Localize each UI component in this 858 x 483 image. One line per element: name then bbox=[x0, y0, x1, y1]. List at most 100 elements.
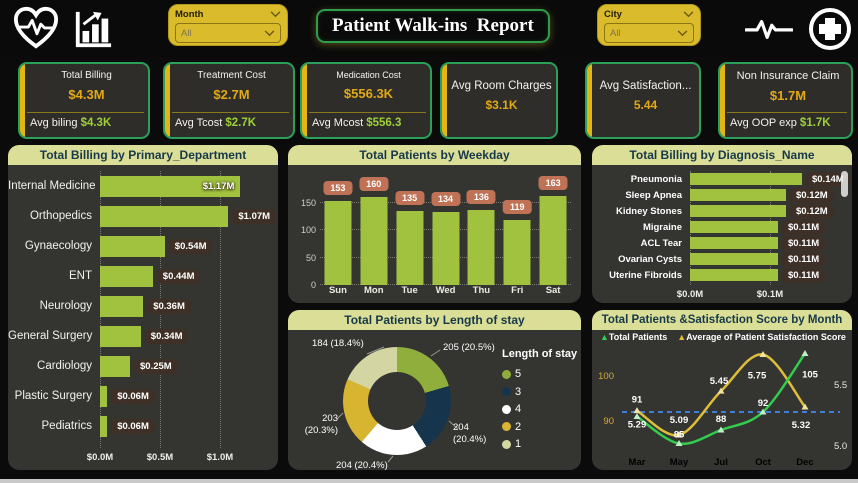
data-label: $1.17M bbox=[202, 180, 235, 192]
data-point[interactable] bbox=[801, 403, 809, 410]
month-filter-select[interactable]: All bbox=[175, 23, 281, 43]
data-point[interactable] bbox=[633, 407, 641, 414]
month-filter-value: All bbox=[181, 27, 192, 39]
legend-item[interactable]: ▲Average of Patient Satisfaction Score bbox=[677, 332, 846, 342]
bar[interactable] bbox=[539, 195, 567, 285]
data-label: 163 bbox=[538, 175, 568, 190]
legend-item[interactable]: 5 bbox=[502, 368, 521, 380]
data-label: $0.11M bbox=[782, 219, 826, 235]
card-accent-stripe bbox=[165, 64, 170, 137]
chevron-down-icon bbox=[677, 29, 688, 36]
bar[interactable] bbox=[100, 265, 153, 287]
data-point[interactable] bbox=[675, 431, 683, 438]
bar[interactable] bbox=[100, 235, 165, 257]
axis-tick: $0.1M bbox=[756, 289, 784, 300]
bar[interactable] bbox=[360, 197, 388, 285]
bar[interactable] bbox=[100, 205, 229, 227]
bar[interactable] bbox=[100, 385, 108, 407]
kpi-title: Total Billing bbox=[61, 70, 112, 81]
city-filter-header[interactable]: City bbox=[604, 7, 694, 21]
data-point[interactable] bbox=[717, 426, 725, 433]
bar[interactable] bbox=[690, 221, 778, 233]
category-label: Ovarian Cysts bbox=[618, 253, 682, 265]
data-point[interactable] bbox=[801, 350, 809, 356]
page-title: Patient Walk-ins Report bbox=[316, 9, 550, 43]
data-label: $0.14M bbox=[805, 171, 850, 187]
bar-slot: 163 bbox=[535, 175, 571, 285]
month-filter-header[interactable]: Month bbox=[175, 7, 281, 21]
data-label: $0.44M bbox=[156, 268, 201, 284]
bar-chart-icon bbox=[75, 11, 112, 48]
medical-plus-icon bbox=[809, 8, 851, 50]
bar[interactable] bbox=[690, 189, 786, 201]
axis-tick: $0.5M bbox=[146, 452, 174, 463]
bar[interactable] bbox=[324, 201, 352, 285]
data-label: 5.09 bbox=[670, 415, 689, 426]
kpi-subline: Avg Tcost $2.7K bbox=[175, 117, 257, 129]
kpi-value: $2.7M bbox=[213, 87, 250, 102]
bar[interactable] bbox=[690, 173, 802, 185]
scrollbar-thumb[interactable] bbox=[841, 171, 848, 197]
kpi-card-avg-satisfaction: Avg Satisfaction... 5.44 bbox=[585, 62, 701, 139]
legend-label: 5 bbox=[515, 368, 522, 380]
bar-row: Cardiology $0.25M bbox=[8, 351, 268, 381]
bar[interactable]: $1.17M bbox=[100, 175, 241, 197]
bar-row: Neurology $0.36M bbox=[8, 291, 268, 321]
data-label: $0.25M bbox=[134, 358, 178, 374]
data-label: 85 bbox=[674, 430, 685, 441]
card-accent-stripe bbox=[720, 64, 725, 137]
chart-legend: ▲Total Patients ▲Average of Patient Satis… bbox=[600, 332, 846, 342]
kpi-card-medication-cost: Medication Cost $556.3K Avg Mcost $556.3 bbox=[300, 62, 432, 139]
kpi-value: $3.1K bbox=[485, 98, 518, 112]
axis-tick: Wed bbox=[435, 285, 456, 296]
legend-item[interactable]: 1 bbox=[502, 438, 521, 450]
axis-tick: May bbox=[670, 457, 689, 468]
kpi-value: $556.3K bbox=[343, 86, 394, 101]
bar[interactable] bbox=[690, 253, 778, 265]
chevron-down-icon bbox=[264, 29, 275, 36]
data-point[interactable] bbox=[717, 387, 725, 394]
bar-row: Migraine $0.11M bbox=[592, 219, 838, 235]
legend-label: 1 bbox=[515, 438, 522, 450]
bar[interactable] bbox=[100, 325, 141, 347]
legend-item[interactable]: 2 bbox=[502, 421, 521, 433]
data-point[interactable] bbox=[633, 413, 641, 419]
axis-tick: 0 bbox=[310, 280, 316, 290]
data-label: 135 bbox=[395, 190, 425, 205]
city-filter-select[interactable]: All bbox=[604, 23, 694, 43]
month-filter-dropdown[interactable]: Month All bbox=[168, 4, 288, 46]
chart-title: Total Billing by Primary_Department bbox=[8, 145, 278, 165]
data-point[interactable] bbox=[759, 351, 767, 357]
category-label: Kidney Stones bbox=[616, 205, 682, 217]
kpi-title: Non Insurance Claim bbox=[736, 70, 840, 82]
bar[interactable] bbox=[100, 355, 130, 377]
bar[interactable] bbox=[432, 211, 459, 285]
bar[interactable] bbox=[396, 210, 424, 285]
data-label: 184 (18.4%) bbox=[312, 338, 364, 349]
category-label: Internal Medicine bbox=[8, 180, 96, 192]
bar[interactable] bbox=[690, 205, 786, 217]
kpi-title: Treatment Cost bbox=[197, 70, 266, 81]
data-label: 136 bbox=[466, 190, 496, 205]
bar[interactable] bbox=[100, 415, 108, 437]
city-filter-label: City bbox=[604, 8, 622, 20]
city-filter-dropdown[interactable]: City All bbox=[597, 4, 701, 46]
data-point[interactable] bbox=[759, 408, 767, 415]
legend-item[interactable]: ▲Total Patients bbox=[600, 332, 668, 342]
legend-item[interactable]: 3 bbox=[502, 386, 521, 398]
kpi-card-avg-room-charges: Avg Room Charges $3.1K bbox=[440, 62, 558, 139]
data-label: 204 (20.4%) bbox=[453, 422, 487, 445]
bar[interactable] bbox=[690, 237, 778, 249]
axis-tick: $1.0M bbox=[206, 452, 234, 463]
bar[interactable] bbox=[690, 269, 778, 281]
data-label: 5.32 bbox=[792, 420, 811, 431]
bar[interactable] bbox=[100, 295, 144, 317]
data-point[interactable] bbox=[675, 440, 683, 446]
donut[interactable] bbox=[343, 347, 451, 455]
chart-billing-by-department: Total Billing by Primary_Department Inte… bbox=[8, 145, 278, 470]
chart-patients-by-weekday: Total Patients by Weekday 0 50 100 150 153 16… bbox=[288, 145, 581, 303]
legend-item[interactable]: 4 bbox=[502, 403, 521, 415]
bar[interactable] bbox=[467, 210, 495, 285]
bar[interactable] bbox=[503, 219, 531, 285]
